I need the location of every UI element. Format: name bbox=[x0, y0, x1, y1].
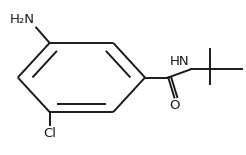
Text: H₂N: H₂N bbox=[10, 13, 35, 26]
Text: O: O bbox=[169, 99, 180, 112]
Text: HN: HN bbox=[170, 55, 189, 68]
Text: Cl: Cl bbox=[43, 127, 56, 140]
